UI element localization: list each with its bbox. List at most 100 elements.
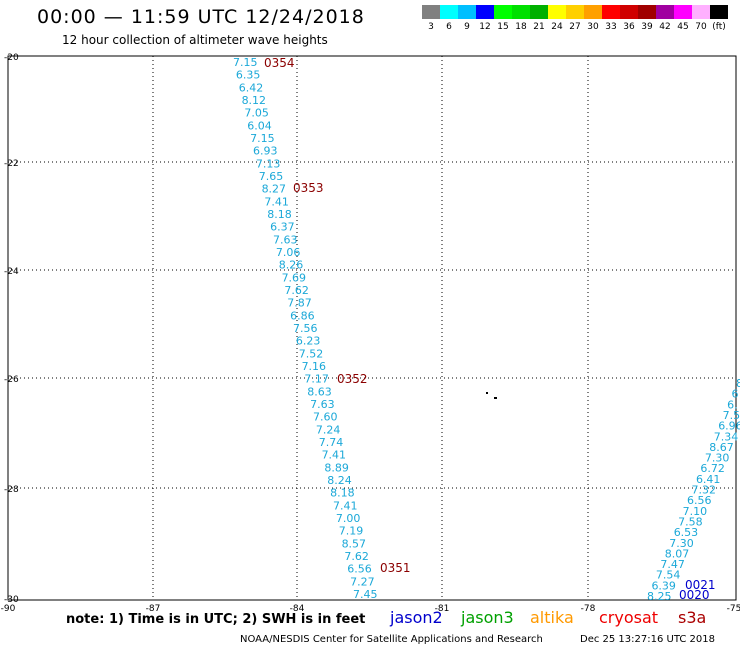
wave-height-value: 8.63	[307, 385, 332, 398]
legend-label: 70	[695, 22, 707, 32]
color-legend	[422, 5, 728, 19]
wave-height-value: 8.18	[330, 487, 355, 500]
pass-time-label: 0021	[685, 578, 716, 592]
legend-swatch	[710, 5, 728, 19]
wave-height-value: 7.47	[660, 558, 685, 571]
wave-height-value: 6.04	[247, 119, 271, 132]
wave-height-value: 7.30	[705, 452, 730, 465]
legend-swatch	[656, 5, 674, 19]
lon-label: -84	[290, 604, 305, 614]
wave-height-value: 6.37	[270, 221, 295, 234]
legend-swatch	[422, 5, 440, 19]
wave-height-value: 8.57	[342, 537, 367, 550]
legend-swatch	[512, 5, 530, 19]
footer-timestamp: Dec 25 13:27:16 UTC 2018	[580, 634, 715, 645]
wave-height-value: 7.05	[244, 107, 269, 120]
wave-height-value: 7.10	[683, 505, 708, 518]
wave-height-value: 7.13	[256, 157, 281, 170]
wave-height-value: 6.53	[674, 526, 699, 539]
footer-credit: NOAA/NESDIS Center for Satellite Applica…	[240, 634, 543, 645]
legend-label: 33	[605, 22, 617, 32]
legend-swatch	[494, 5, 512, 19]
legend-swatch	[674, 5, 692, 19]
lon-label: -87	[146, 604, 161, 614]
lat-label: -28	[4, 485, 19, 495]
wave-height-value: 8.27	[262, 183, 287, 196]
legend-label: 6	[446, 22, 452, 32]
island-mark	[486, 392, 488, 394]
satellite-jason3: jason3	[461, 608, 514, 627]
legend-label: 36	[623, 22, 635, 32]
wave-height-value: 7.16	[302, 360, 327, 373]
lat-label: -20	[4, 53, 19, 63]
satellite-cryosat: cryosat	[599, 608, 659, 627]
wave-height-value: 6.93	[253, 145, 278, 158]
pass-time-label: 0354	[264, 56, 295, 70]
legend-swatch	[638, 5, 656, 19]
legend-label: 45	[677, 22, 689, 32]
wave-height-value: 7.34	[714, 430, 739, 443]
page-subtitle: 12 hour collection of altimeter wave hei…	[62, 33, 328, 47]
wave-height-value: 7.45	[353, 588, 378, 601]
wave-height-value: 8.67	[709, 441, 734, 454]
wave-height-value: 7.15	[250, 132, 275, 145]
legend-swatch	[584, 5, 602, 19]
legend-label: 24	[551, 22, 563, 32]
satellite-jason2: jason2	[390, 608, 443, 627]
legend-label: 18	[515, 22, 527, 32]
legend-label: 27	[569, 22, 581, 32]
wave-height-value: 7.74	[319, 436, 344, 449]
legend-label: 15	[497, 22, 509, 32]
wave-height-value: 7.63	[273, 233, 298, 246]
wave-height-value: 7.27	[350, 575, 375, 588]
wave-height-value: 8.12	[242, 94, 266, 107]
wave-height-value: 7.41	[333, 499, 358, 512]
wave-height-value: 6.96	[718, 420, 740, 433]
wave-height-value: 7.58	[678, 515, 703, 528]
wave-height-value: 8.18	[267, 208, 292, 221]
legend-swatch	[566, 5, 584, 19]
pass-time-label: 0353	[293, 181, 324, 195]
lat-label: -26	[4, 375, 19, 385]
wave-height-value: 6.56	[347, 563, 372, 576]
legend-swatch	[548, 5, 566, 19]
wave-height-value: 7.06	[276, 246, 301, 259]
wave-height-value: 8.25	[647, 590, 672, 603]
wave-height-value: 7.32	[692, 484, 717, 497]
legend-label: 30	[587, 22, 599, 32]
lon-label: -90	[1, 604, 16, 614]
wave-height-value: 7.65	[259, 170, 284, 183]
wave-height-value: 6.56	[687, 494, 712, 507]
wave-height-value: 8.26	[279, 259, 304, 272]
wave-height-value: 6.35	[236, 69, 261, 82]
wave-height-value: 6.41	[696, 473, 721, 486]
wave-height-value: 6.23	[296, 335, 321, 348]
lon-label: -81	[435, 604, 450, 614]
legend-swatch	[530, 5, 548, 19]
satellite-altika: altika	[530, 608, 574, 627]
wave-height-value: 7.19	[339, 525, 364, 538]
wave-height-value: 8.89	[324, 461, 349, 474]
legend-swatch	[692, 5, 710, 19]
legend-swatch	[458, 5, 476, 19]
wave-height-value: 8.24	[327, 474, 352, 487]
legend-label: 21	[533, 22, 545, 32]
wave-height-value: 6.72	[700, 462, 725, 475]
map-frame	[7, 55, 737, 601]
legend-swatch	[476, 5, 494, 19]
legend-label: 42	[659, 22, 671, 32]
lon-label: -78	[581, 604, 596, 614]
lat-label: -22	[4, 159, 19, 169]
wave-height-value: 7.69	[282, 271, 307, 284]
wave-height-value: 7.24	[316, 423, 341, 436]
wave-height-value: 6.42	[239, 81, 264, 94]
wave-height-value: 8.07	[665, 547, 690, 560]
pass-time-label: 0020	[679, 588, 710, 602]
wave-height-value: 7.41	[264, 195, 289, 208]
wave-height-value: 6	[732, 388, 739, 401]
lat-label: -30	[4, 595, 19, 605]
wave-height-value: 7.56	[293, 322, 318, 335]
wave-height-value: 7.52	[299, 347, 324, 360]
island-mark	[494, 397, 497, 399]
